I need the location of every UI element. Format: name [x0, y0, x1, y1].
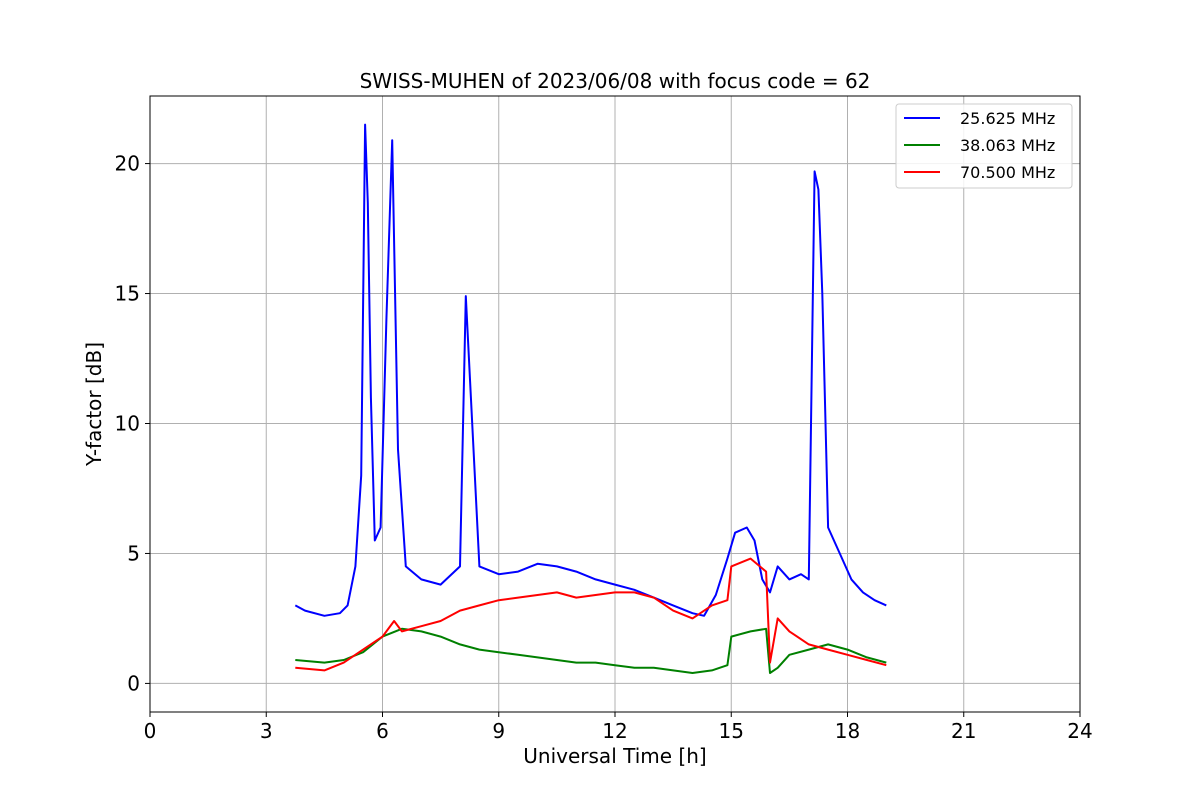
legend-label-38063: 38.063 MHz — [960, 136, 1055, 155]
y-tick-label: 20 — [115, 152, 140, 176]
x-tick-label: 6 — [376, 719, 389, 743]
x-tick-label: 18 — [835, 719, 860, 743]
grid — [149, 96, 1081, 712]
x-tick-label: 0 — [144, 719, 157, 743]
series-layer — [294, 123, 887, 674]
series-line-1 — [295, 627, 887, 674]
x-tick-label: 12 — [602, 719, 627, 743]
y-axis-ticks: 0 5 10 15 20 — [115, 152, 150, 695]
plot-area — [149, 95, 1081, 713]
x-tick-label: 15 — [719, 719, 744, 743]
x-tick-label: 9 — [492, 719, 505, 743]
x-tick-label: 3 — [260, 719, 273, 743]
x-tick-label: 24 — [1067, 719, 1092, 743]
legend-label-70500: 70.500 MHz — [960, 163, 1055, 182]
chart-title: SWISS-MUHEN of 2023/06/08 with focus cod… — [360, 69, 871, 93]
series-line-2 — [295, 557, 887, 672]
legend: 25.625 MHz 38.063 MHz 70.500 MHz — [895, 103, 1073, 189]
y-tick-label: 15 — [115, 282, 140, 306]
y-tick-label: 10 — [115, 411, 140, 435]
x-axis-label: Universal Time [h] — [523, 744, 706, 768]
legend-box — [895, 103, 1073, 189]
y-tick-label: 0 — [127, 671, 140, 695]
y-tick-label: 5 — [127, 541, 140, 565]
y-axis-label: Y-factor [dB] — [82, 342, 106, 467]
x-tick-label: 21 — [951, 719, 976, 743]
legend-label-25625: 25.625 MHz — [960, 109, 1055, 128]
x-axis-ticks: 0 3 6 9 12 15 18 21 24 — [144, 712, 1093, 743]
series-line-0 — [294, 123, 887, 617]
